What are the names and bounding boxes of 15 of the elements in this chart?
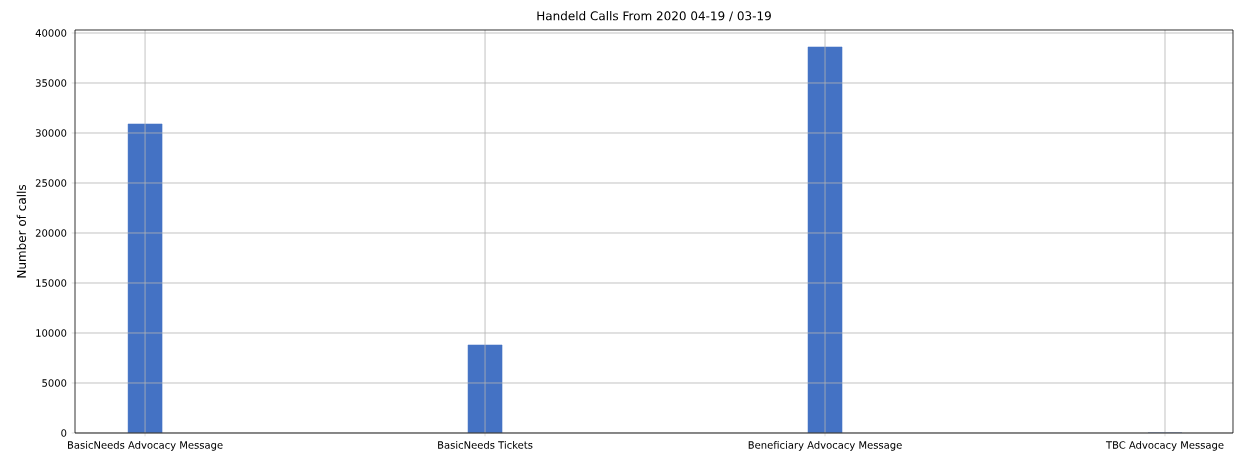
x-tick-label: Beneficiary Advocacy Message bbox=[748, 441, 902, 451]
y-tick-label: 35000 bbox=[35, 79, 67, 87]
y-tick-label: 40000 bbox=[35, 29, 67, 37]
y-tick-label: 0 bbox=[61, 429, 67, 437]
chart-title: Handeld Calls From 2020 04-19 / 03-19 bbox=[537, 11, 771, 22]
y-tick-label: 15000 bbox=[36, 279, 67, 287]
y-tick-label: 30000 bbox=[35, 129, 67, 137]
y-tick-label: 10000 bbox=[36, 329, 67, 337]
x-tick-label: BasicNeeds Tickets bbox=[438, 441, 533, 449]
y-axis-title: Number of calls bbox=[16, 184, 26, 278]
y-tick-label: 5000 bbox=[42, 379, 67, 387]
y-tick-label: 25000 bbox=[35, 179, 67, 187]
y-tick-label: 20000 bbox=[35, 229, 67, 237]
x-tick-label: BasicNeeds Advocacy Message bbox=[67, 441, 223, 451]
x-tick-label: TBC Advocacy Message bbox=[1105, 441, 1224, 451]
